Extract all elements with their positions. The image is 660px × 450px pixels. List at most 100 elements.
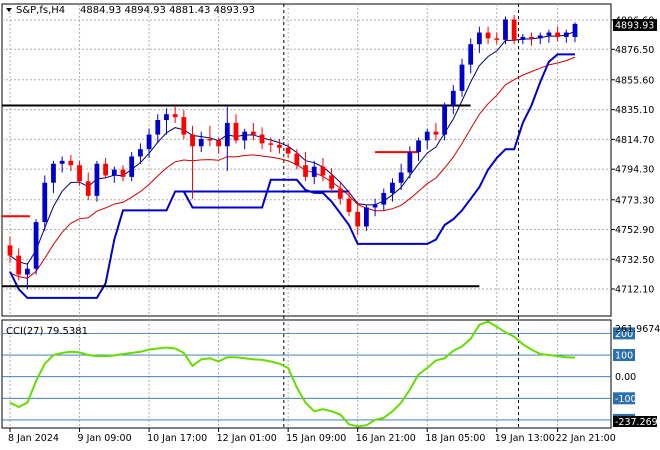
candle-body xyxy=(390,182,395,193)
time-tick-label: 22 Jan 21:00 xyxy=(556,433,616,444)
price-tick-label: 4876.50 xyxy=(615,45,654,56)
candle-body xyxy=(398,172,404,183)
candle-body xyxy=(51,163,56,183)
candle-body xyxy=(433,131,439,135)
cci-title: CCI(27) 79.5381 xyxy=(6,326,88,337)
candle-body xyxy=(355,211,361,227)
cci-level-badge xyxy=(613,327,635,340)
candle-body xyxy=(7,245,13,256)
candle-body xyxy=(503,19,508,40)
candle-body xyxy=(155,120,161,135)
price-tick-label: 4794.30 xyxy=(615,165,654,176)
price-tick-label: 4814.70 xyxy=(615,135,654,146)
cci-panel[interactable] xyxy=(1,319,612,429)
candle-body xyxy=(563,32,569,37)
time-axis: 8 Jan 2024 9 Jan 09:00 10 Jan 17:00 12 Jan … xyxy=(8,428,616,444)
candle-body xyxy=(407,152,413,173)
price-tick-label: 4712.10 xyxy=(615,285,654,296)
candle-body xyxy=(320,166,326,176)
price-panel[interactable] xyxy=(1,3,612,317)
cci-min-label: -237.2694 xyxy=(615,417,660,428)
candle-body xyxy=(329,175,335,189)
candle-body xyxy=(485,32,491,39)
last-price-label: 4893.93 xyxy=(615,21,654,32)
fast-ma-line xyxy=(9,30,576,265)
candle-body xyxy=(520,36,526,40)
candle-body xyxy=(416,140,421,153)
candle-body xyxy=(224,122,230,147)
time-tick-label: 19 Jan 13:00 xyxy=(495,433,555,444)
candle-body xyxy=(303,165,308,177)
candle-body xyxy=(242,131,248,141)
slow-ma-line xyxy=(9,56,576,279)
price-tick-label: 4732.50 xyxy=(615,255,654,266)
candle-body xyxy=(59,160,65,164)
candle-body xyxy=(33,222,39,269)
candle-body xyxy=(529,36,534,39)
cci-line xyxy=(9,320,576,428)
candle-body xyxy=(311,166,317,177)
candle-body xyxy=(250,131,256,135)
cci-series xyxy=(9,320,576,428)
indicator-overlays xyxy=(2,30,576,299)
cci-level-label: -100 xyxy=(615,394,637,405)
price-tick-label: 4773.30 xyxy=(615,195,654,206)
ohlc-readout: 4884.93 4894.93 4881.43 4893.93 xyxy=(80,5,255,16)
candle-body xyxy=(103,163,109,176)
candle-body xyxy=(268,143,274,145)
time-tick-label: 9 Jan 09:00 xyxy=(78,433,132,444)
candle-body xyxy=(137,149,143,157)
candle-body xyxy=(572,23,578,38)
price-tick-label: 4855.60 xyxy=(615,75,654,86)
candles xyxy=(7,15,578,290)
candle-body xyxy=(172,114,178,118)
candle-body xyxy=(546,32,552,36)
candle-body xyxy=(207,138,213,141)
candle-body xyxy=(164,114,169,121)
time-tick-label: 8 Jan 2024 xyxy=(8,433,59,444)
candle-body xyxy=(511,19,517,40)
candle-body xyxy=(537,35,543,39)
candle-body xyxy=(198,138,204,147)
price-axis: 4896.604876.504855.604835.104814.704794.… xyxy=(611,16,654,296)
candle-body xyxy=(294,153,300,166)
candle-body xyxy=(476,32,482,45)
candle-body xyxy=(190,134,195,147)
candle-body xyxy=(494,38,500,40)
price-tick-label: 4835.10 xyxy=(615,105,654,116)
chevron-down-icon[interactable] xyxy=(6,8,12,12)
candle-body xyxy=(94,163,100,196)
candle-body xyxy=(216,140,222,147)
symbol-label: S&P,fs,H4 xyxy=(16,5,65,16)
candle-body xyxy=(468,44,474,65)
cci-level-lines xyxy=(2,333,611,421)
cci-level-label: 200 xyxy=(615,329,633,340)
price-tick-label: 4752.90 xyxy=(615,225,654,236)
time-tick-label: 18 Jan 05:00 xyxy=(425,433,485,444)
candle-body xyxy=(77,165,82,182)
candle-body xyxy=(372,204,378,208)
candle-body xyxy=(555,32,561,37)
candle-body xyxy=(68,160,74,166)
candle-body xyxy=(424,131,430,141)
candle-body xyxy=(363,207,369,227)
candle-body xyxy=(146,134,152,150)
candle-body xyxy=(459,64,465,91)
candle-body xyxy=(381,192,387,205)
cci-level-label: 0.00 xyxy=(615,372,636,383)
cci-level-label: 100 xyxy=(615,351,633,362)
candle-body xyxy=(259,134,265,144)
candle-body xyxy=(129,156,135,177)
time-tick-label: 10 Jan 17:00 xyxy=(147,433,207,444)
last-price-badge xyxy=(613,19,657,31)
candle-body xyxy=(120,169,126,177)
cci-min-badge xyxy=(613,416,657,427)
candle-body xyxy=(16,255,22,275)
cci-max-label: 261.9674 xyxy=(615,324,660,335)
candle-body xyxy=(181,117,187,135)
cci-level-badge xyxy=(613,392,635,405)
time-tick-label: 12 Jan 01:00 xyxy=(217,433,277,444)
time-tick-label: 16 Jan 21:00 xyxy=(356,433,416,444)
